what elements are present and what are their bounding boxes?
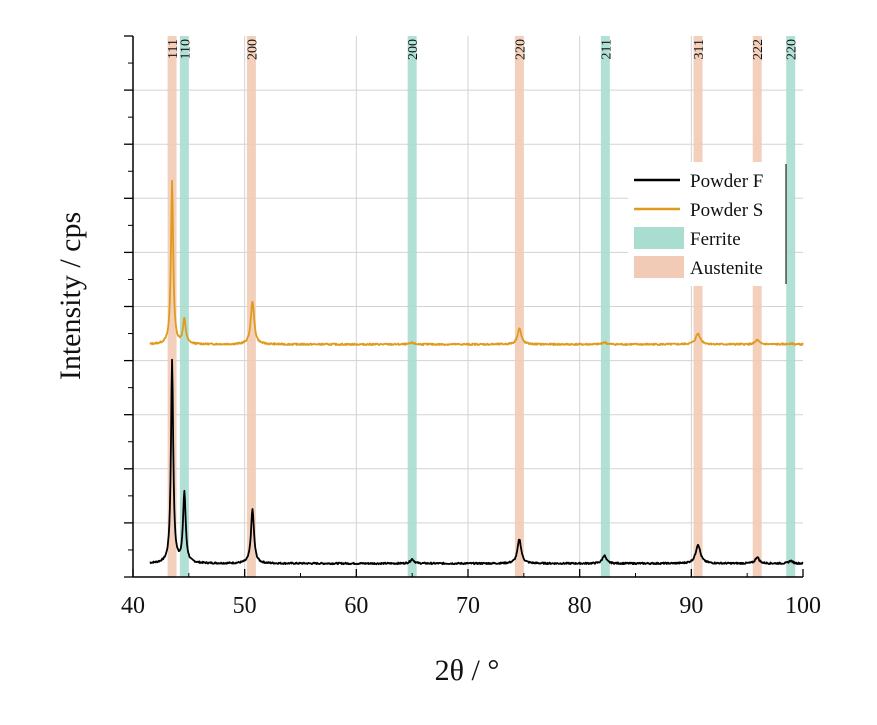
x-axis-title: 2θ / ° [435, 654, 500, 687]
x-tick-label: 90 [679, 593, 703, 619]
axes: 40 50 60 70 80 90 100 [121, 35, 821, 619]
peak-label-200: 200 [245, 39, 260, 60]
peak-label-111: 111 [166, 39, 181, 59]
x-tick-label: 70 [456, 593, 480, 619]
legend-label-ferrite: Ferrite [690, 229, 741, 250]
legend-label-austenite: Austenite [690, 258, 763, 279]
ferrite-band [786, 36, 796, 577]
x-tick-label: 40 [121, 593, 145, 619]
peak-label-211: 211 [599, 39, 614, 59]
austenite-band [693, 36, 703, 577]
peak-label-200: 200 [406, 39, 421, 60]
y-axis-title: Intensity / cps [54, 212, 87, 380]
austenite-band [514, 36, 524, 577]
ferrite-band [179, 36, 189, 577]
legend-label-powder-s: Powder S [690, 200, 763, 221]
powder-f-line [149, 358, 804, 566]
peak-label-220: 220 [785, 39, 800, 60]
powder-s-line [149, 179, 804, 347]
legend-swatch-ferrite [634, 227, 684, 249]
x-tick-label: 80 [568, 593, 592, 619]
peak-label-222: 222 [751, 39, 766, 60]
ferrite-band [407, 36, 417, 577]
peak-label-110: 110 [178, 39, 193, 59]
x-tick-label: 60 [344, 593, 368, 619]
austenite-band [167, 36, 177, 577]
peak-label-220: 220 [513, 39, 528, 60]
x-tick-label: 100 [785, 593, 821, 619]
legend-swatch-austenite [634, 256, 684, 278]
x-tick-label: 50 [233, 593, 257, 619]
peak-label-311: 311 [692, 39, 707, 59]
data-series [149, 179, 804, 566]
austenite-band [752, 36, 762, 577]
legend: Powder F Powder S Ferrite Austenite [628, 162, 787, 286]
ferrite-band [600, 36, 610, 577]
legend-label-powder-f: Powder F [690, 171, 763, 192]
